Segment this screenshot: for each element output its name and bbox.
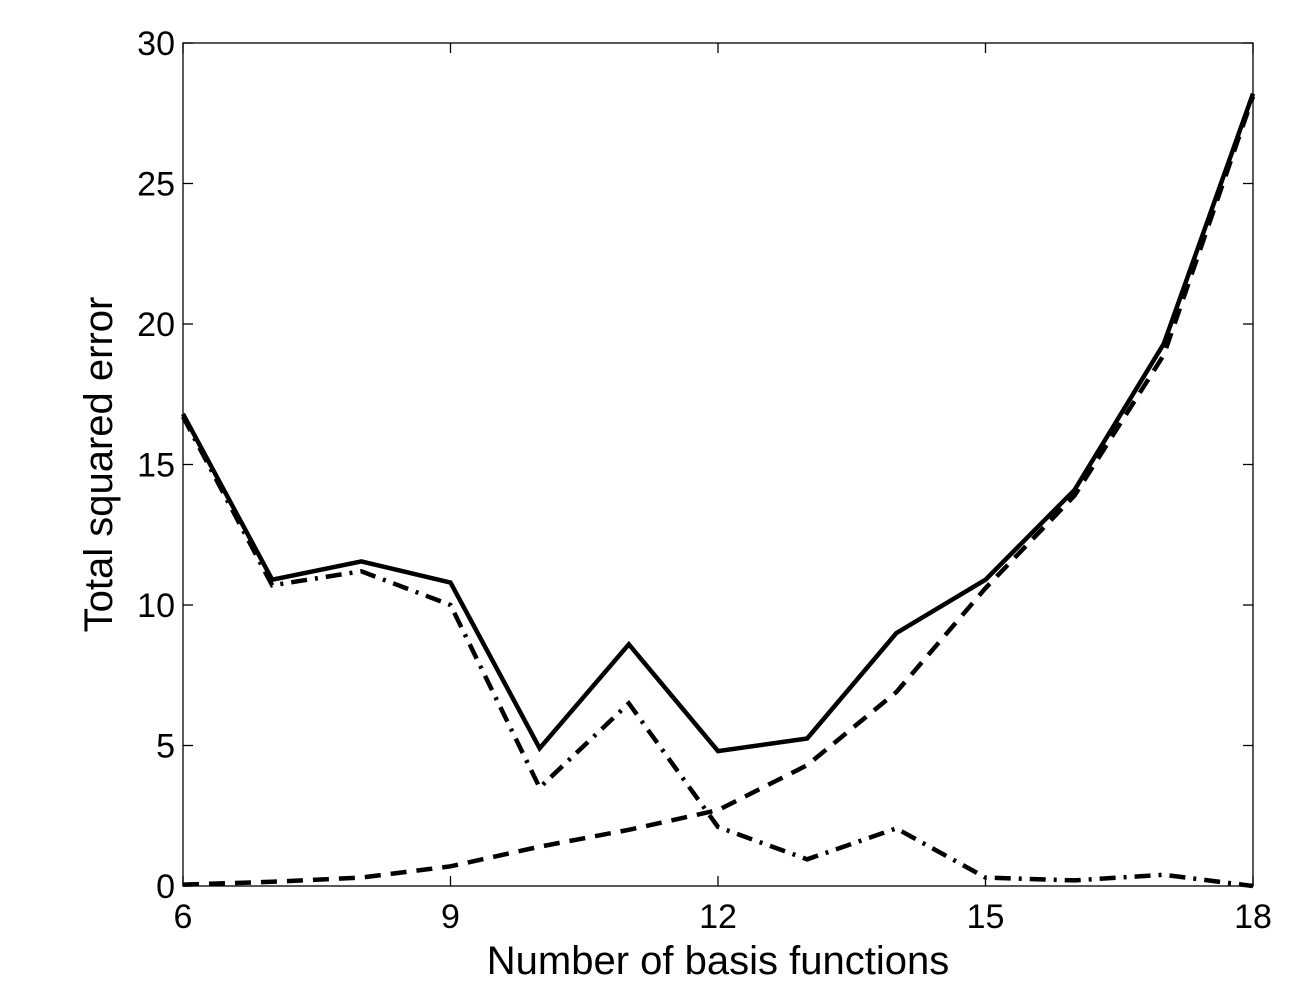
series-line-dashdot	[181, 415, 1254, 889]
y-tick-label: 0	[156, 868, 175, 906]
x-tick-label: 6	[174, 898, 193, 936]
series-line-dashed	[182, 95, 1256, 887]
y-tick-label: 10	[137, 587, 175, 625]
y-tick-label: 25	[137, 166, 175, 204]
x-tick-label: 9	[441, 898, 460, 936]
x-tick-label: 12	[699, 898, 737, 936]
x-tick-label: 18	[1234, 898, 1272, 936]
axis-ticks	[182, 42, 1254, 887]
y-tick-label: 20	[137, 306, 175, 344]
y-axis-title: Total squared error	[77, 297, 121, 633]
y-tick-label: 30	[137, 25, 175, 63]
plot-area	[181, 92, 1256, 889]
x-tick-label: 15	[967, 898, 1005, 936]
y-tick-label: 15	[137, 447, 175, 485]
x-axis-title: Number of basis functions	[487, 939, 949, 983]
tick-labels: 6 9 12 15 18 0 5 10 15 20 25 30	[137, 25, 1272, 936]
series-line-solid	[181, 92, 1256, 754]
y-tick-label: 5	[156, 728, 175, 766]
